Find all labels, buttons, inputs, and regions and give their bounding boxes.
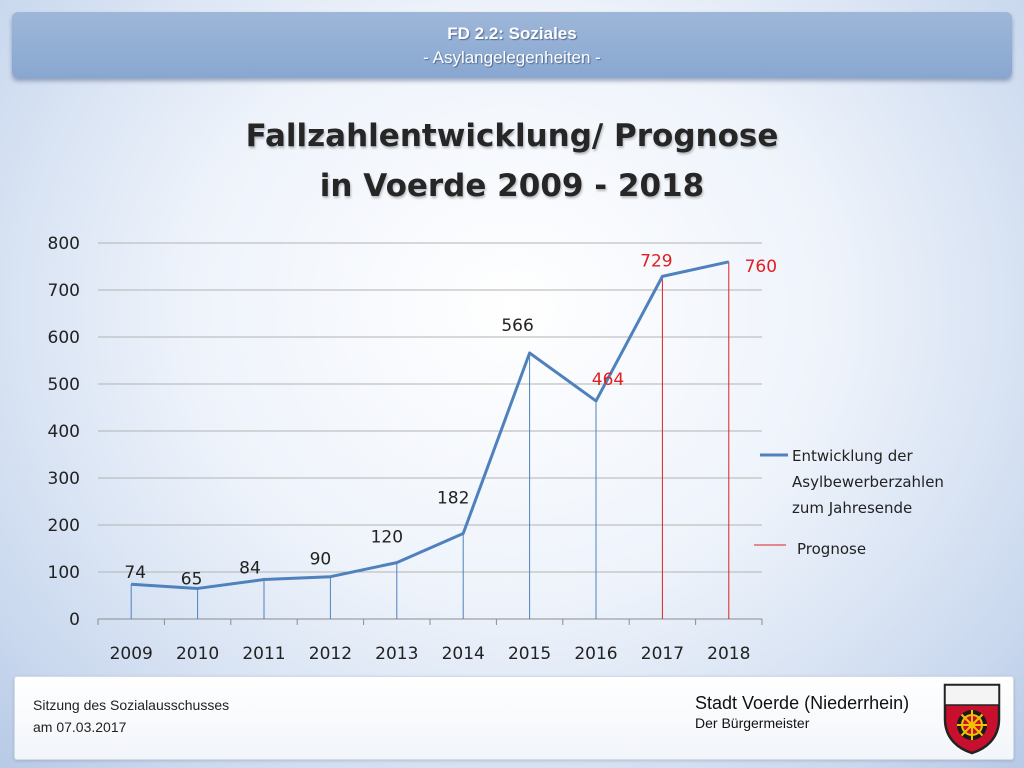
y-tick-label: 400 bbox=[48, 422, 80, 442]
y-tick-label: 700 bbox=[48, 281, 80, 301]
y-tick-label: 0 bbox=[69, 610, 80, 630]
y-tick-label: 200 bbox=[48, 516, 80, 536]
y-tick-label: 600 bbox=[48, 328, 80, 348]
x-tick-label: 2013 bbox=[375, 644, 418, 664]
data-label-2015: 566 bbox=[501, 316, 533, 336]
x-tick-label: 2010 bbox=[176, 644, 219, 664]
x-tick-label: 2011 bbox=[242, 644, 285, 664]
data-label-2014: 182 bbox=[437, 488, 469, 508]
legend-label-forecast: Prognose bbox=[797, 540, 866, 558]
data-label-2013: 120 bbox=[371, 528, 403, 548]
data-label-2012: 90 bbox=[310, 550, 332, 570]
x-tick-label: 2016 bbox=[574, 644, 617, 664]
legend-label-series: Entwicklung der bbox=[792, 447, 913, 465]
chart-title-line2: in Voerde 2009 - 2018 bbox=[319, 168, 705, 204]
data-label-2009: 74 bbox=[124, 563, 146, 583]
city-crest-icon bbox=[943, 683, 1001, 755]
section-subtitle: - Asylangelegenheiten - bbox=[423, 48, 601, 67]
data-label-2010: 65 bbox=[181, 569, 203, 589]
data-label-2016: 464 bbox=[592, 370, 624, 390]
x-tick-label: 2018 bbox=[707, 644, 750, 664]
x-tick-label: 2009 bbox=[110, 644, 153, 664]
chart-grid bbox=[97, 242, 763, 625]
legend-label-series: Asylbewerberzahlen bbox=[792, 473, 944, 491]
x-tick-label: 2014 bbox=[442, 644, 485, 664]
chart-drop-lines bbox=[130, 261, 730, 619]
x-tick-label: 2017 bbox=[641, 644, 684, 664]
legend-label-series: zum Jahresende bbox=[792, 499, 912, 517]
org-subtitle: Der Bürgermeister bbox=[695, 715, 810, 731]
y-tick-label: 500 bbox=[48, 375, 80, 395]
data-label-2017: 729 bbox=[640, 251, 672, 271]
y-tick-label: 800 bbox=[48, 234, 80, 254]
y-tick-label: 300 bbox=[48, 469, 80, 489]
org-name: Stadt Voerde (Niederrhein) bbox=[695, 693, 910, 713]
chart-series bbox=[131, 260, 730, 590]
data-labels: 74 65 84 90 120 182 566 464 729 760 bbox=[124, 251, 777, 589]
footer-meeting: Sitzung des Sozialausschusses bbox=[33, 697, 230, 713]
y-axis-tick-labels: 0 100 200 300 400 500 600 700 800 bbox=[48, 234, 80, 630]
footer: Sitzung des Sozialausschusses am 07.03.2… bbox=[14, 676, 1014, 760]
section-title: FD 2.2: Soziales bbox=[447, 24, 577, 43]
x-tick-label: 2015 bbox=[508, 644, 551, 664]
chart-title-line1: Fallzahlentwicklung/ Prognose bbox=[245, 118, 779, 154]
series-line bbox=[131, 260, 730, 590]
x-tick-label: 2012 bbox=[309, 644, 352, 664]
section-header: FD 2.2: Soziales - Asylangelegenheiten - bbox=[12, 12, 1012, 78]
footer-date: am 07.03.2017 bbox=[33, 719, 127, 735]
data-label-2018: 760 bbox=[745, 257, 777, 277]
data-label-2011: 84 bbox=[239, 559, 261, 579]
x-axis-tick-labels: 2009 2010 2011 2012 2013 2014 2015 2016 2017 2018 bbox=[110, 644, 751, 664]
y-tick-label: 100 bbox=[48, 563, 80, 583]
chart-legend: Entwicklung der Asylbewerberzahlen zum Jah… bbox=[754, 447, 944, 558]
